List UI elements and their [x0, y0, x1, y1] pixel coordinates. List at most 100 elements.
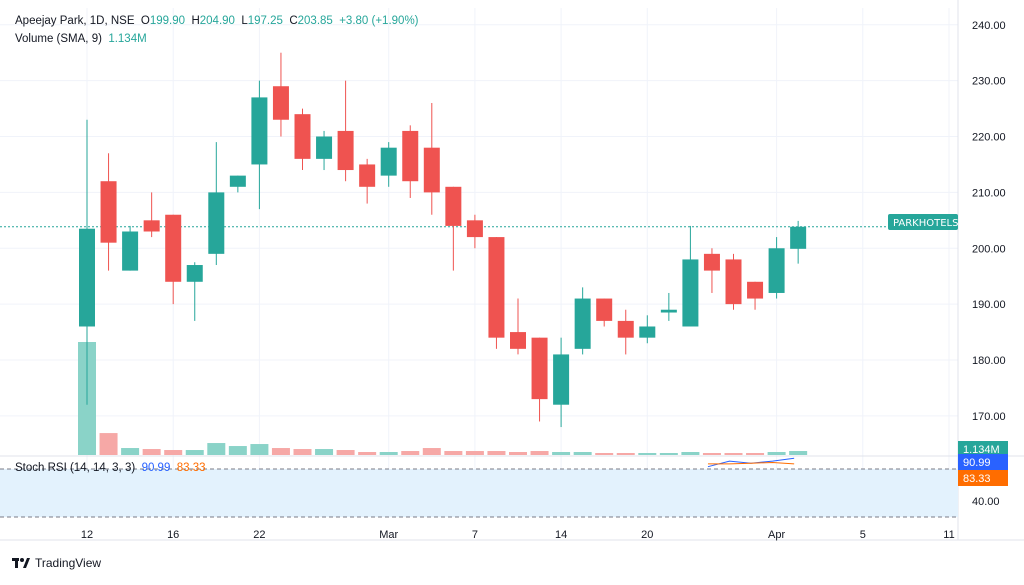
candle: [143, 192, 160, 238]
candle: [531, 337, 548, 422]
candle: [251, 80, 268, 210]
volume-tag-box: [958, 441, 1008, 457]
tradingview-logo-icon: [12, 558, 30, 568]
candle-body: [143, 220, 160, 232]
time-tick-label: Mar: [379, 529, 398, 541]
candle: [488, 237, 505, 349]
candle-body: [531, 337, 548, 400]
rsi-k-tag-box: [958, 454, 1008, 470]
candle-body: [466, 220, 483, 238]
candle-body: [208, 192, 225, 254]
candle-body: [359, 164, 376, 187]
volume-bar: [746, 453, 765, 455]
volume-bar: [271, 448, 290, 455]
volume-bar: [379, 452, 398, 455]
time-tick-label: 16: [167, 529, 179, 541]
candle-body: [617, 320, 634, 338]
time-tick-label: 20: [641, 529, 653, 541]
candle: [402, 125, 419, 198]
time-tick-label: 22: [253, 529, 265, 541]
price-tick-label: 180.00: [972, 355, 1006, 367]
low-value: 197.25: [247, 15, 283, 27]
candle-body: [100, 181, 117, 243]
candle-body: [725, 259, 742, 305]
candle-body: [380, 147, 397, 176]
candle: [165, 214, 182, 305]
time-tick-label: 14: [555, 529, 567, 541]
candle: [79, 119, 95, 405]
volume-bar: [616, 453, 635, 455]
volume-bar: [767, 452, 786, 455]
volume-bar: [142, 449, 161, 455]
volume-bar: [401, 451, 420, 455]
candle-body: [768, 248, 785, 293]
candle: [682, 225, 699, 327]
rsi-d-tag-text: 83.33: [963, 473, 991, 485]
open-value: 199.90: [149, 15, 186, 27]
symbol-price-tag: PARKHOTELS: [888, 214, 958, 230]
candle: [380, 142, 397, 187]
volume-bar: [659, 453, 678, 455]
candle-body: [165, 214, 182, 282]
candle: [725, 253, 742, 310]
volume-bar: [530, 451, 549, 455]
candle: [466, 214, 483, 249]
volume-bar: [638, 453, 657, 455]
candle-body: [316, 136, 333, 159]
candle-body: [186, 265, 203, 282]
rsi-d-tag: 83.33: [958, 470, 1008, 486]
candle-body: [574, 298, 591, 349]
rsi-k-line: [707, 457, 795, 468]
candle-body: [122, 231, 139, 271]
rsi-k-tag-text: 90.99: [963, 457, 991, 469]
candle: [359, 158, 376, 204]
candle: [445, 186, 462, 271]
close-label: C: [289, 15, 298, 27]
volume-bar: [724, 453, 743, 455]
candle: [229, 175, 246, 193]
price-tick-label: 190.00: [972, 299, 1006, 311]
candle: [553, 337, 570, 428]
volume-bar: [509, 452, 527, 455]
tradingview-brand[interactable]: TradingView: [12, 556, 101, 570]
candle: [510, 298, 526, 355]
candle-body: [703, 253, 720, 271]
candle: [639, 315, 656, 344]
volume-bar: [422, 448, 441, 455]
candle-body: [229, 175, 246, 187]
symbol-title: Apeejay Park, 1D, NSE: [15, 15, 135, 27]
candle-body: [337, 130, 354, 171]
candle: [100, 153, 117, 271]
volume-bar: [487, 451, 506, 455]
brand-name: TradingView: [35, 556, 102, 570]
volume-bar: [552, 452, 571, 455]
volume-bar: [465, 451, 484, 455]
volume-bar: [789, 451, 808, 455]
candle: [660, 292, 677, 321]
volume-bar: [164, 450, 183, 455]
rsi-k-tag: 90.99: [958, 454, 1008, 470]
time-tick-label: 5: [860, 529, 866, 541]
low-label: L: [241, 15, 248, 27]
volume-title: Volume (SMA, 9): [15, 33, 102, 45]
price-tick-label: 230.00: [972, 76, 1006, 88]
price-tick-label: 170.00: [972, 411, 1006, 423]
volume-value: 1.134M: [108, 33, 147, 45]
rsi-d-tag-box: [958, 470, 1008, 486]
candle-body: [639, 326, 656, 338]
candle: [423, 102, 440, 215]
high-label: H: [191, 15, 200, 27]
candle: [596, 298, 613, 327]
rsi-d-value: 83.33: [176, 462, 206, 474]
candle: [316, 130, 333, 171]
time-tick-label: 12: [81, 529, 93, 541]
symbol-price-tag-box: [888, 214, 958, 230]
open-label: O: [140, 15, 150, 27]
volume-bar: [681, 452, 700, 455]
candle-body: [488, 237, 505, 338]
candle: [294, 108, 311, 171]
high-value: 204.90: [199, 15, 235, 27]
price-tick-label: 220.00: [972, 132, 1006, 144]
candle: [208, 142, 225, 266]
